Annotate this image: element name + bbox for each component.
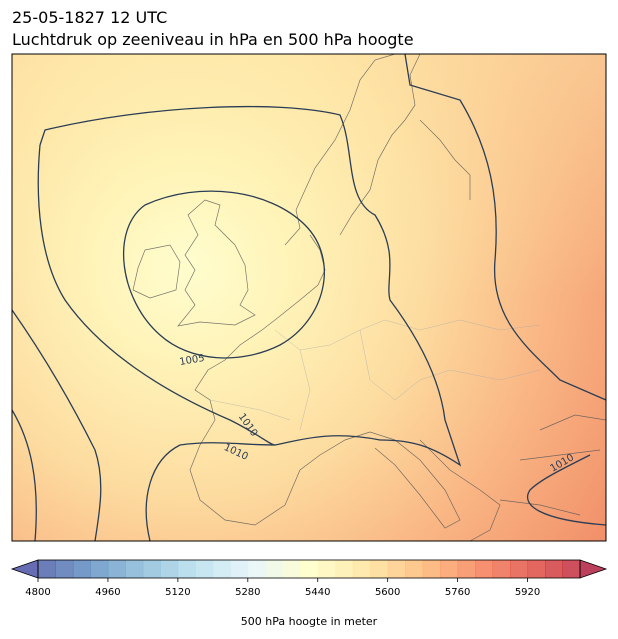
colorbar-tick-label: 4960 — [95, 587, 120, 598]
colorbar-bin — [405, 560, 424, 578]
colorbar-bin — [55, 560, 74, 578]
colorbar-bin — [300, 560, 319, 578]
colorbar-bin — [212, 560, 231, 578]
height-field-shade — [12, 54, 606, 541]
colorbar-label: 500 hPa hoogte in meter — [241, 615, 378, 628]
colorbar-bin — [562, 560, 581, 578]
colorbar-bin — [107, 560, 126, 578]
colorbar-extend-high — [579, 559, 608, 579]
colorbar-tick-label: 4800 — [25, 587, 50, 598]
colorbar-bin — [510, 560, 529, 578]
subtitle: Luchtdruk op zeeniveau in hPa en 500 hPa… — [12, 30, 414, 49]
colorbar-tick-label: 5440 — [305, 587, 330, 598]
colorbar-bin — [282, 560, 301, 578]
colorbar-bin — [265, 560, 284, 578]
colorbar-tick-label: 5120 — [165, 587, 190, 598]
colorbar-tick-label: 5760 — [445, 587, 470, 598]
map-frame — [11, 53, 607, 542]
colorbar-bin — [195, 560, 214, 578]
colorbar-bin — [317, 560, 336, 578]
colorbar-bin — [545, 560, 564, 578]
colorbar-bin — [160, 560, 179, 578]
colorbar-bin — [177, 560, 196, 578]
contour-label: 1005 — [179, 353, 206, 368]
colorbar-extend-low — [10, 559, 39, 579]
colorbar-bin — [492, 560, 511, 578]
colorbar-bin — [422, 560, 441, 578]
colorbar-bin — [142, 560, 161, 578]
pressure-contours — [12, 54, 606, 541]
colorbar-bin — [457, 560, 476, 578]
colorbar-bin — [475, 560, 494, 578]
colorbar-bin — [90, 560, 109, 578]
colorbar-bin — [370, 560, 389, 578]
colorbar-bin — [440, 560, 459, 578]
colorbar-bin — [527, 560, 546, 578]
colorbar-bin — [125, 560, 144, 578]
colorbar-bin — [352, 560, 371, 578]
colorbar-tick-label: 5600 — [375, 587, 400, 598]
colorbar-bin — [335, 560, 354, 578]
colorbar-tick-label: 5280 — [235, 587, 260, 598]
colorbar-tick-label: 5920 — [515, 587, 540, 598]
colorbar-bin — [38, 560, 56, 578]
colorbar-frame — [37, 559, 581, 579]
colorbar-bin — [247, 560, 266, 578]
colorbar-bin — [230, 560, 249, 578]
colorbar-bin — [72, 560, 91, 578]
colorbar-bin — [387, 560, 406, 578]
borders — [209, 319, 541, 431]
title: 25-05-1827 12 UTC — [12, 8, 168, 27]
